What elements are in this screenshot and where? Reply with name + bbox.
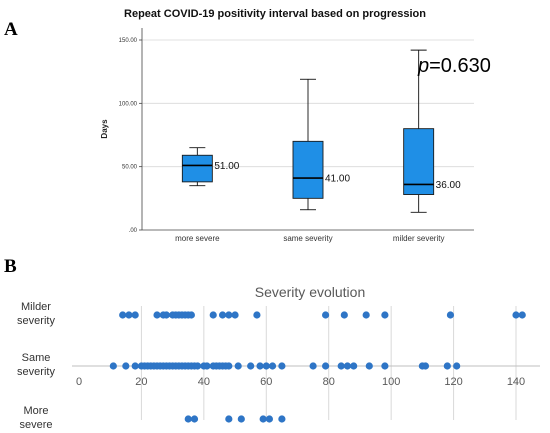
panel-b-category-label-line2: severe	[19, 419, 52, 431]
box-median-label: 51.00	[214, 161, 239, 172]
panel-a-y-tick-label: 100.00	[119, 101, 138, 107]
panel-b-dot	[365, 362, 373, 370]
panel-b-dot	[234, 362, 242, 370]
panel-b-category-labels: Milder severity Same severity More severe	[17, 301, 55, 431]
panel-b-x-tick-label: 80	[323, 376, 335, 388]
panel-b-dot	[131, 311, 139, 319]
panel-b-dot	[421, 362, 430, 370]
p-value-symbol: p	[417, 55, 429, 77]
panel-a-category-label: milder severity	[393, 234, 445, 243]
panel-b-dot	[218, 311, 227, 319]
panel-b-category-label-line1: Milder	[21, 301, 51, 313]
panel-b-dot	[256, 362, 264, 370]
panel-b-dot	[321, 311, 330, 319]
box-iqr	[292, 140, 324, 199]
panel-a-y-tick-label: 150.00	[119, 38, 138, 44]
panel-b-dot	[265, 415, 274, 423]
panel-b-dot	[225, 311, 233, 319]
panel-b-x-tick-label: 60	[260, 376, 272, 388]
box-iqr	[403, 128, 435, 195]
panel-b-chart: Severity evolution 0 20 40 60 80 100 120 140 Mi…	[17, 284, 540, 431]
panel-b-series-2	[109, 362, 461, 370]
panel-b-dot	[194, 362, 202, 370]
p-value-annotation: p=0.630	[417, 55, 491, 77]
p-value-number: =0.630	[429, 55, 491, 77]
panel-b-dot	[225, 362, 233, 370]
box-1: 51.00	[181, 147, 240, 187]
panel-b-dot	[262, 362, 270, 370]
panel-b-dot	[518, 311, 526, 319]
box-median-label: 41.00	[325, 174, 350, 185]
panel-b-dot	[446, 311, 455, 319]
box-median-label: 36.00	[436, 180, 461, 191]
panel-b-x-tick-label: 140	[507, 376, 525, 388]
panel-b-dot	[153, 311, 161, 319]
panel-b-dot	[350, 362, 358, 370]
panel-a-y-tick-label: .00	[129, 228, 138, 234]
panel-b-dot	[162, 311, 170, 319]
panel-b-category-label-line1: More	[23, 405, 48, 417]
panel-a-category-label: same severity	[283, 234, 332, 243]
panel-a-boxes: 51.00 41.00 36.00	[181, 49, 461, 213]
panel-b-dot	[278, 362, 286, 370]
panel-b-dot	[125, 311, 133, 319]
panel-a-y-ticks: .00 50.00 100.00 150.00	[119, 38, 142, 234]
panel-b-x-tick-label: 40	[198, 376, 210, 388]
panel-b-dot	[340, 311, 348, 319]
panel-b-dot	[309, 362, 317, 370]
panel-b-dot	[190, 415, 199, 423]
panel-b-dot	[343, 362, 352, 370]
panel-b-x-tick-label: 120	[444, 376, 462, 388]
panel-b-dot	[337, 362, 345, 370]
panel-b-dot	[362, 311, 370, 319]
panel-b-dot	[247, 362, 255, 370]
panel-b-category-label-line2: severity	[17, 366, 55, 378]
panel-a-category-label: more severe	[175, 234, 220, 243]
panel-a-category-labels: more severe same severity milder severity	[175, 234, 444, 243]
panel-a-label: A	[4, 19, 18, 40]
panel-b-dot	[321, 362, 330, 370]
panel-b-x-ticks: 0 20 40 60 80 100 120 140	[76, 376, 525, 388]
panel-b-dot	[184, 415, 192, 423]
box-3: 36.00	[403, 49, 461, 213]
panel-b-dot	[381, 362, 389, 370]
panel-b-dot	[237, 415, 245, 423]
panel-b-dot	[278, 415, 286, 423]
box-2: 41.00	[292, 78, 350, 211]
panel-b-dot	[187, 311, 195, 319]
panel-a-chart: Repeat COVID-19 positivity interval base…	[100, 8, 491, 243]
panel-b-dot	[119, 311, 127, 319]
panel-b-x-tick-label: 100	[382, 376, 400, 388]
panel-b-dot	[231, 311, 239, 319]
panel-b-x-tick-label: 20	[135, 376, 147, 388]
panel-a-y-axis-label: Days	[100, 119, 109, 139]
panel-b-dot	[268, 362, 277, 370]
panel-b-x-tick-label: 0	[76, 376, 82, 388]
panel-b-dot	[443, 362, 451, 370]
panel-b-dot	[512, 311, 520, 319]
panel-b-dot	[225, 415, 233, 423]
panel-b-dot	[453, 362, 461, 370]
panel-b-dot	[381, 311, 389, 319]
panel-b-title: Severity evolution	[255, 284, 366, 300]
panel-b-dot	[122, 362, 130, 370]
panel-a-y-tick-label: 50.00	[122, 165, 138, 171]
panel-b-label: B	[4, 256, 17, 277]
panel-b-dot	[131, 362, 139, 370]
panel-b-dot	[109, 362, 117, 370]
panel-b-dot	[203, 362, 211, 370]
panel-a-title: Repeat COVID-19 positivity interval base…	[124, 8, 426, 20]
panel-b-dot	[209, 311, 217, 319]
box-iqr	[181, 154, 213, 183]
panel-b-dot	[259, 415, 267, 423]
panel-b-category-label-line1: Same	[22, 352, 51, 364]
panel-b-series-3	[184, 415, 286, 423]
panel-b-series-1	[119, 311, 526, 319]
panel-b-dots	[109, 311, 526, 423]
panel-b-dot	[253, 311, 261, 319]
panel-b-category-label-line2: severity	[17, 315, 55, 327]
